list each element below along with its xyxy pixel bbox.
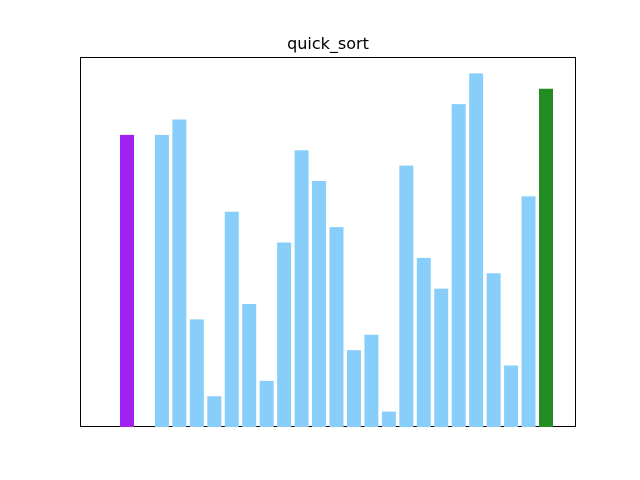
bar-19 <box>451 104 466 428</box>
bar-9 <box>277 242 292 427</box>
bar-13 <box>346 350 361 428</box>
bar-18 <box>434 288 449 428</box>
bar-7 <box>242 304 257 427</box>
bar-5 <box>207 396 222 427</box>
bar-4 <box>189 319 204 428</box>
bar-16 <box>399 165 414 428</box>
bar-6 <box>224 211 239 427</box>
bar-17 <box>416 257 431 428</box>
bar-22 <box>504 365 519 427</box>
bar-20 <box>469 73 484 428</box>
bar-21 <box>486 273 501 427</box>
bar-15 <box>381 411 396 428</box>
bar-23 <box>521 196 536 428</box>
bar-10 <box>294 150 309 427</box>
bar-2 <box>154 134 169 428</box>
bar-14 <box>364 334 379 427</box>
bar-24 <box>539 88 553 427</box>
bar-8 <box>259 380 274 428</box>
chart-title: quick_sort <box>287 34 369 54</box>
plot-area <box>80 57 576 427</box>
bar-0 <box>120 134 134 428</box>
bar-3 <box>172 119 187 427</box>
bar-11 <box>312 181 327 427</box>
bars-group <box>120 73 553 428</box>
bar-12 <box>329 227 344 428</box>
